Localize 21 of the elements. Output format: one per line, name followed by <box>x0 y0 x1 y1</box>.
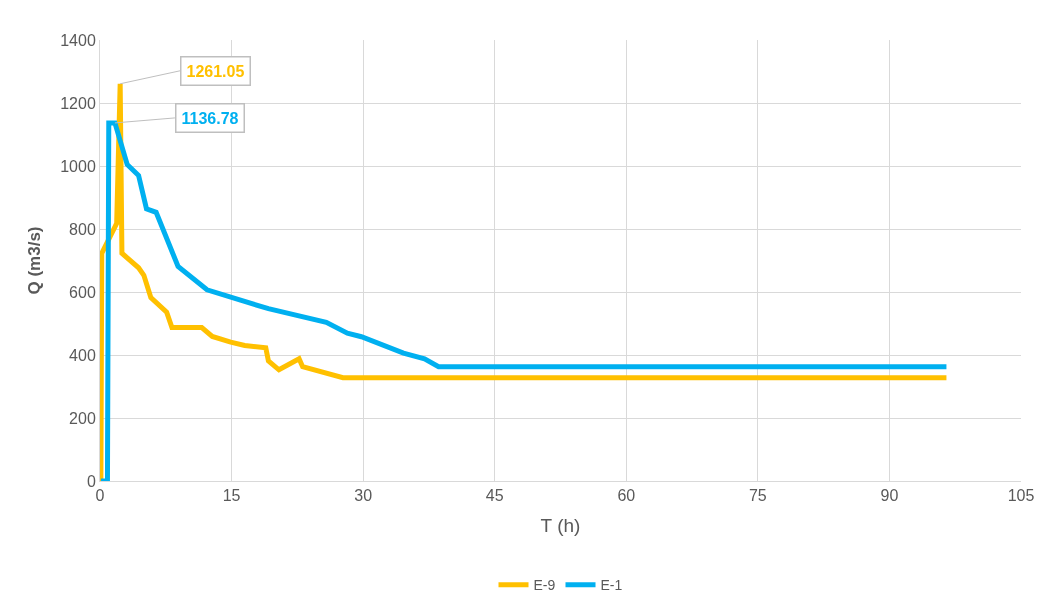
legend-label: E-1 <box>600 577 623 594</box>
x-tick-label: 105 <box>1007 487 1035 505</box>
x-tick-label: 30 <box>354 487 373 505</box>
y-tick-label: 1000 <box>60 157 96 175</box>
x-tick-label: 45 <box>485 487 504 505</box>
y-tick-label: 400 <box>69 346 96 364</box>
legend-label: E-9 <box>533 577 556 594</box>
x-tick-label: 75 <box>748 487 767 505</box>
y-tick-label: 1200 <box>60 94 96 112</box>
annotation: 1261.05 <box>186 62 245 80</box>
x-tick-label: 90 <box>880 487 899 505</box>
y-axis-title: Q (m3/s) <box>24 226 44 295</box>
x-axis-title: T (h) <box>540 515 581 536</box>
y-tick-label: 1400 <box>60 31 96 49</box>
y-tick-label: 600 <box>69 283 96 301</box>
x-tick-label: 15 <box>222 487 241 505</box>
y-tick-label: 0 <box>86 472 96 490</box>
annotation: 1136.78 <box>181 109 239 127</box>
x-tick-label: 60 <box>617 487 636 505</box>
y-tick-label: 200 <box>69 409 96 427</box>
y-tick-label: 800 <box>69 220 96 238</box>
